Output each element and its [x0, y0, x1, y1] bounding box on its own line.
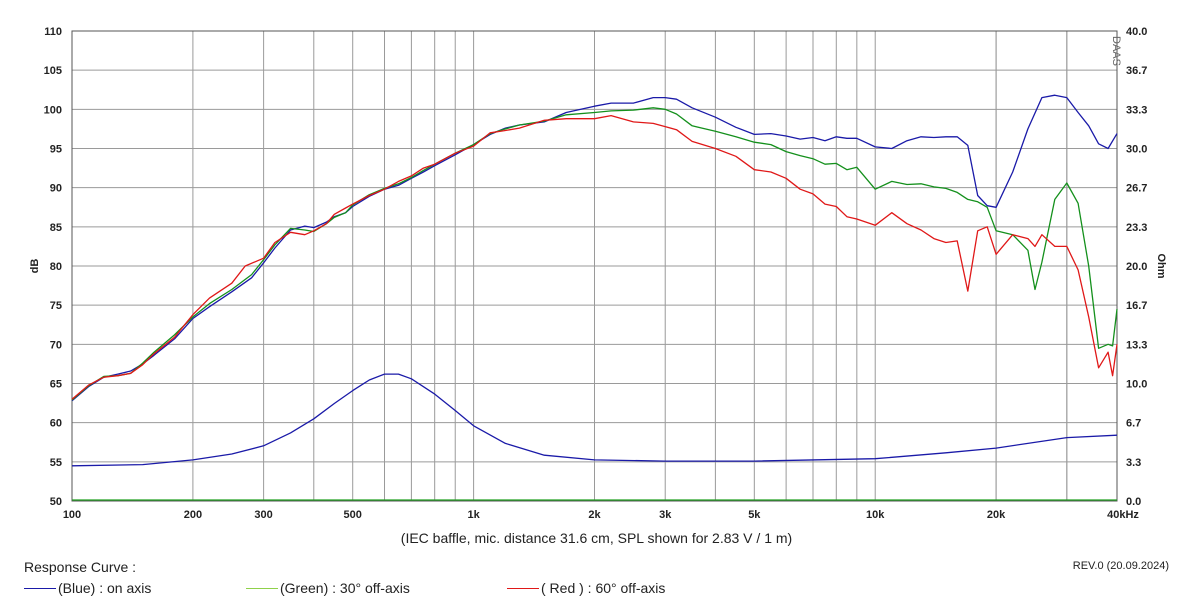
- y-tick-label: 50: [50, 496, 62, 508]
- legend-swatch-blue: [24, 587, 56, 589]
- series-impedance: [71, 373, 1118, 467]
- legend-item-blue: (Blue) : on axis: [24, 580, 151, 596]
- x-tick-label: 2k: [588, 509, 601, 521]
- x-tick-label: 200: [184, 509, 202, 521]
- x-tick-label: 20k: [987, 509, 1006, 521]
- y-tick-label: 60: [50, 418, 62, 430]
- plot-frame: [71, 30, 1118, 502]
- y-tick-label: 75: [50, 300, 62, 312]
- chart-grid: [72, 30, 1117, 502]
- y2-tick-label: 40.0: [1126, 26, 1147, 38]
- y2-tick-label: 20.0: [1126, 261, 1147, 273]
- y2-tick-label: 13.3: [1126, 340, 1147, 352]
- legend-title: Response Curve :: [24, 559, 137, 575]
- x-tick-label: 500: [344, 509, 362, 521]
- y-tick-label: 85: [50, 222, 62, 234]
- tick-labels: 50 55 60 65 70 75 80 85 90 95 100 105 110 0.0 3.3 6.7 10…: [44, 26, 1148, 521]
- legend-item-green: (Green) : 30° off-axis: [246, 580, 410, 596]
- y-tick-label: 65: [50, 379, 62, 391]
- legend-swatch-green: [246, 587, 278, 589]
- y2-tick-label: 0.0: [1126, 496, 1141, 508]
- series-blue-on-axis: [71, 94, 1118, 402]
- y2-tick-label: 23.3: [1126, 222, 1147, 234]
- x-tick-label: 100: [63, 509, 81, 521]
- y2-tick-label: 33.3: [1126, 105, 1147, 117]
- y-tick-label: 105: [44, 65, 62, 77]
- y2-tick-label: 30.0: [1126, 144, 1147, 156]
- x-tick-label: 300: [254, 509, 272, 521]
- legend-item-red: ( Red ) : 60° off-axis: [507, 580, 665, 596]
- response-chart: 50 55 60 65 70 75 80 85 90 95 100 105 110 0.0 3.3 6.7 10…: [29, 26, 1167, 521]
- y-tick-label: 70: [50, 339, 62, 351]
- legend-label-red: ( Red ) : 60° off-axis: [541, 580, 666, 596]
- legend-swatch-red: [507, 587, 539, 589]
- y2-tick-label: 3.3: [1126, 457, 1141, 469]
- y2-tick-label: 26.7: [1126, 182, 1147, 194]
- series-red-60deg: [71, 114, 1118, 400]
- x-tick-label: 10k: [866, 509, 885, 521]
- series-lines: [71, 94, 1118, 501]
- legend-label-green: (Green) : 30° off-axis: [280, 580, 410, 596]
- y-tick-label: 80: [50, 261, 62, 273]
- x-tick-label: 5k: [748, 509, 761, 521]
- y-tick-label: 95: [50, 144, 62, 156]
- y-tick-label: 110: [44, 26, 62, 38]
- x-tick-label: 40kHz: [1107, 509, 1139, 521]
- y2-axis-label: Ohm: [1155, 253, 1167, 278]
- y2-tick-label: 36.7: [1126, 65, 1147, 77]
- revision-label: REV.0 (20.09.2024): [1072, 560, 1169, 572]
- x-tick-label: 3k: [659, 509, 672, 521]
- y-tick-label: 100: [44, 104, 62, 116]
- legend-label-blue: (Blue) : on axis: [58, 580, 152, 596]
- watermark: DAAS: [1110, 36, 1122, 66]
- y-tick-label: 90: [50, 183, 62, 195]
- x-tick-label: 1k: [467, 509, 480, 521]
- y2-tick-label: 10.0: [1126, 379, 1147, 391]
- chart-caption: (IEC baffle, mic. distance 31.6 cm, SPL …: [400, 530, 793, 546]
- series-green-30deg: [71, 107, 1118, 401]
- y-tick-label: 55: [50, 457, 62, 469]
- y2-tick-label: 16.7: [1126, 300, 1147, 312]
- y2-tick-label: 6.7: [1126, 417, 1141, 429]
- y-axis-label: dB: [29, 259, 41, 274]
